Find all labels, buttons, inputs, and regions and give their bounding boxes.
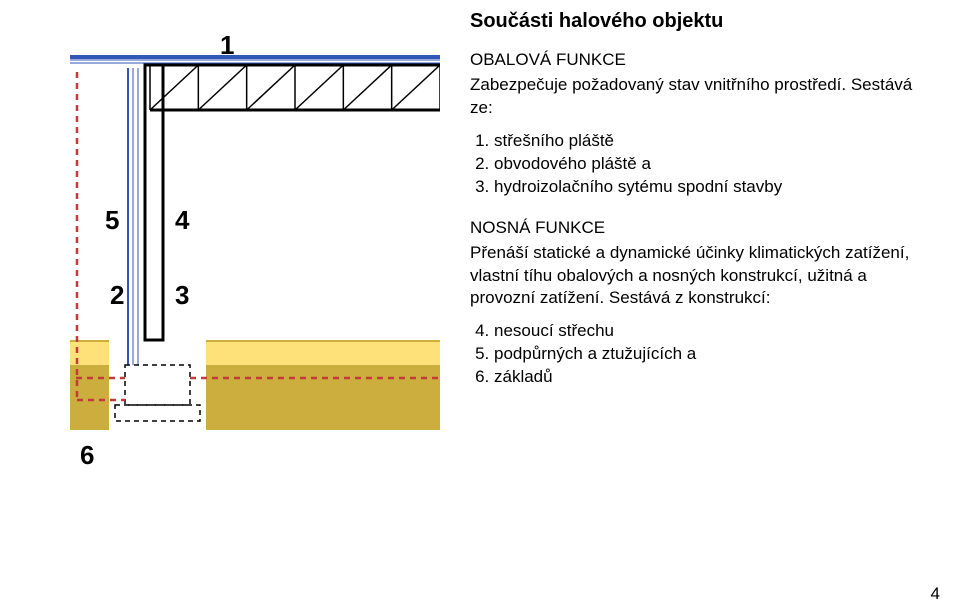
diagram-label-1: 1 [220, 30, 234, 61]
section1-list: střešního pláště obvodového pláště a hyd… [470, 130, 920, 199]
diagram-label-2: 2 [110, 280, 124, 311]
section1: OBALOVÁ FUNKCE Zabezpečuje požadovaný st… [470, 49, 920, 120]
list-item: hydroizolačního sytému spodní stavby [494, 176, 920, 199]
list-item: podpůrných a ztužujících a [494, 343, 920, 366]
section2-heading: NOSNÁ FUNKCE [470, 217, 920, 240]
list-item: obvodového pláště a [494, 153, 920, 176]
diagram-label-6: 6 [80, 440, 94, 471]
page-number: 4 [931, 584, 940, 604]
diagram-label-4: 4 [175, 205, 189, 236]
text-content: Součásti halového objektu OBALOVÁ FUNKCE… [470, 10, 920, 407]
list-item: nesoucí střechu [494, 320, 920, 343]
section2-lead: Přenáší statické a dynamické účinky klim… [470, 243, 909, 308]
section2: NOSNÁ FUNKCE Přenáší statické a dynamick… [470, 217, 920, 311]
list-item: základů [494, 366, 920, 389]
diagram-label-3: 3 [175, 280, 189, 311]
diagram-label-5: 5 [105, 205, 119, 236]
section1-lead: Zabezpečuje požadovaný stav vnitřního pr… [470, 75, 912, 117]
page-title: Součásti halového objektu [470, 10, 920, 33]
structural-diagram: 1 2 3 4 5 6 [20, 10, 440, 470]
list-item: střešního pláště [494, 130, 920, 153]
section1-heading: OBALOVÁ FUNKCE [470, 49, 920, 72]
section2-list: nesoucí střechu podpůrných a ztužujících… [470, 320, 920, 389]
